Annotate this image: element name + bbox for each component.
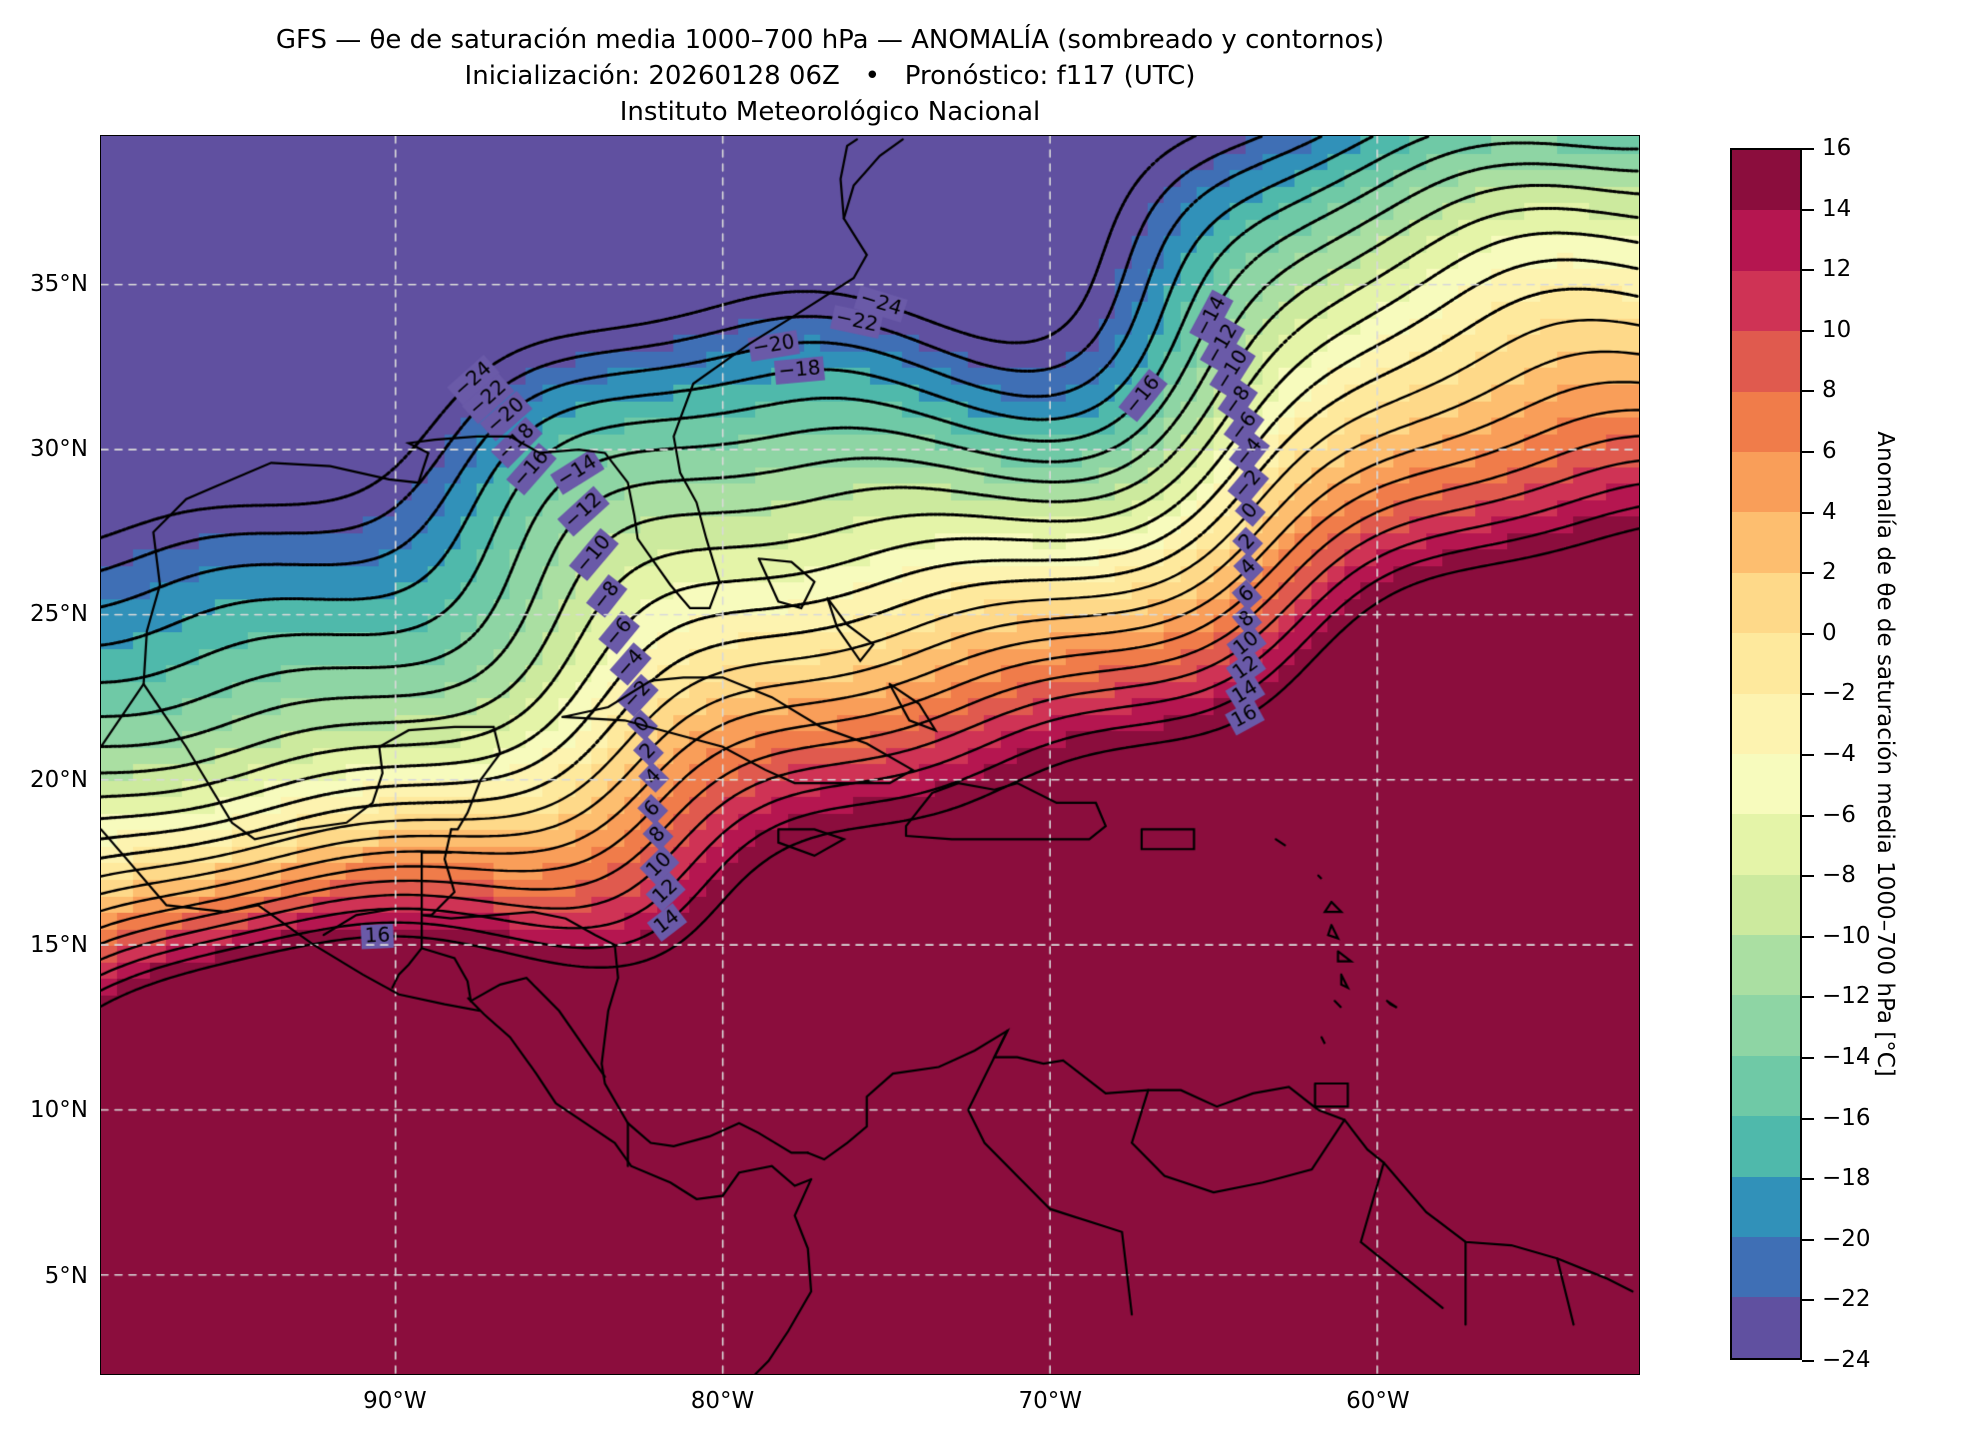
figure-title-block: GFS — θe de saturación media 1000–700 hP…: [0, 22, 1660, 130]
colorbar-title: Anomalía de θe de saturación media 1000–…: [1872, 431, 1898, 1077]
colorbar-tick-label: −4: [1822, 741, 1856, 767]
colorbar-tick-label: −14: [1822, 1044, 1871, 1070]
colorbar-segment: [1732, 572, 1800, 634]
colorbar-tick: [1802, 754, 1814, 756]
colorbar-tick-label: 6: [1822, 438, 1837, 464]
colorbar-tick-label: 2: [1822, 559, 1837, 586]
colorbar-tick-label: −10: [1822, 922, 1871, 949]
colorbar-tick-label: 8: [1822, 377, 1837, 404]
colorbar-segment: [1732, 150, 1800, 211]
colorbar-tick-label: 14: [1822, 195, 1852, 222]
colorbar-tick: [1802, 390, 1814, 393]
x-tick-label: 70°W: [1018, 1388, 1082, 1414]
colorbar-segment: [1732, 874, 1800, 936]
colorbar-tick: [1802, 935, 1814, 938]
colorbar-segment: [1732, 935, 1800, 996]
colorbar-tick: [1802, 1299, 1814, 1302]
colorbar-tick: [1802, 693, 1814, 696]
colorbar-segment: [1732, 1116, 1800, 1177]
x-tick-label: 80°W: [690, 1388, 755, 1414]
colorbar-segment: [1732, 1055, 1800, 1117]
colorbar-tick-label: −6: [1822, 801, 1856, 828]
colorbar-tick: [1802, 1178, 1814, 1181]
colorbar-tick-label: −2: [1822, 680, 1856, 707]
colorbar-tick: [1802, 1117, 1814, 1120]
y-tick-label: 5°N: [44, 1262, 88, 1289]
title-line-2: Inicialización: 20260128 06Z • Pronóstic…: [464, 61, 1196, 91]
colorbar-segment: [1732, 1297, 1800, 1358]
colorbar-segment: [1732, 995, 1800, 1056]
colorbar-tick: [1802, 875, 1814, 878]
colorbar-segment: [1732, 1176, 1800, 1238]
anomaly-field-canvas: [101, 136, 1639, 1374]
y-tick-label: 10°N: [30, 1097, 88, 1124]
colorbar-segment: [1732, 331, 1800, 392]
colorbar-tick-label: 10: [1822, 316, 1852, 343]
colorbar-tick-label: −22: [1822, 1286, 1871, 1313]
y-tick-label: 20°N: [30, 766, 88, 793]
x-tick-label: 90°W: [363, 1388, 427, 1414]
colorbar-tick-label: −24: [1822, 1347, 1871, 1373]
colorbar-segment: [1732, 1237, 1800, 1298]
colorbar-tick: [1802, 632, 1814, 635]
colorbar-tick-label: −18: [1822, 1165, 1871, 1192]
colorbar-tick: [1802, 148, 1814, 150]
colorbar-segment: [1732, 270, 1800, 332]
colorbar-tick: [1802, 208, 1814, 211]
colorbar-segment: [1732, 210, 1800, 271]
y-tick-label: 30°N: [30, 436, 88, 463]
y-tick-label: 15°N: [30, 932, 88, 959]
y-tick-label: 25°N: [30, 601, 88, 628]
colorbar-segment: [1732, 753, 1800, 815]
colorbar-tick-label: −12: [1822, 983, 1871, 1010]
colorbar-tick: [1802, 329, 1814, 332]
colorbar-tick: [1802, 511, 1814, 514]
x-tick-label: 60°W: [1346, 1388, 1410, 1414]
colorbar-segment: [1732, 693, 1800, 754]
colorbar-segment: [1732, 451, 1800, 513]
colorbar-segment: [1732, 512, 1800, 573]
colorbar-segment: [1732, 633, 1800, 694]
colorbar-tick: [1802, 1360, 1814, 1362]
colorbar: [1730, 148, 1802, 1360]
colorbar-tick: [1802, 572, 1814, 575]
colorbar-tick-label: 4: [1822, 498, 1837, 525]
title-line-1: GFS — θe de saturación media 1000–700 hP…: [275, 25, 1385, 55]
y-tick-label: 35°N: [30, 270, 88, 297]
colorbar-tick: [1802, 814, 1814, 817]
colorbar-tick: [1802, 1238, 1814, 1241]
colorbar-tick-label: −8: [1822, 862, 1856, 889]
colorbar-tick: [1802, 269, 1814, 272]
colorbar-tick-label: 0: [1822, 619, 1837, 646]
colorbar-tick-label: −16: [1822, 1104, 1871, 1131]
colorbar-tick: [1802, 1057, 1814, 1059]
colorbar-tick-label: 12: [1822, 256, 1852, 283]
colorbar-tick-label: 16: [1822, 135, 1852, 161]
colorbar-tick: [1802, 451, 1814, 453]
colorbar-segment: [1732, 814, 1800, 875]
title-line-3: Instituto Meteorológico Nacional: [619, 97, 1041, 127]
colorbar-segment: [1732, 391, 1800, 452]
colorbar-tick: [1802, 996, 1814, 999]
map-plot-area: [100, 135, 1640, 1375]
colorbar-tick-label: −20: [1822, 1225, 1871, 1252]
